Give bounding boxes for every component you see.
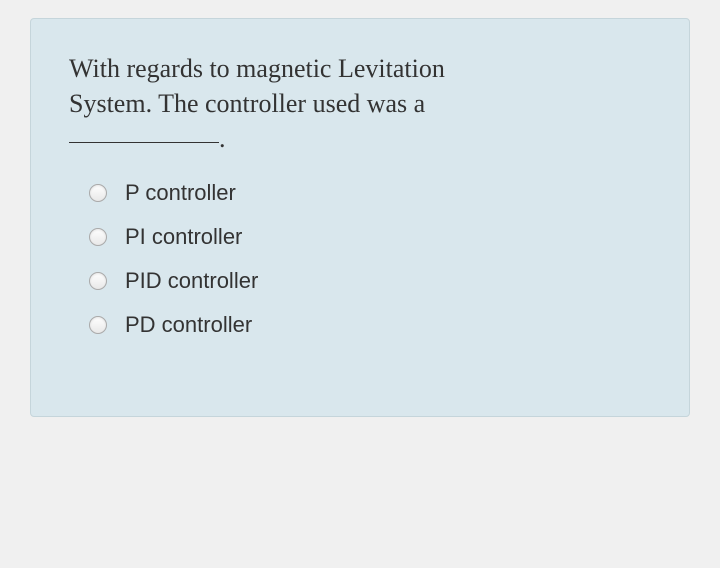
option-row[interactable]: PD controller [89, 312, 651, 338]
question-text: With regards to magnetic Levitation Syst… [69, 51, 651, 156]
question-card: With regards to magnetic Levitation Syst… [30, 18, 690, 417]
blank-line [69, 142, 219, 143]
question-line2: System. The controller used was a [69, 89, 425, 118]
option-label: PD controller [125, 312, 252, 338]
radio-icon[interactable] [89, 228, 107, 246]
option-label: PI controller [125, 224, 242, 250]
options-list: P controller PI controller PID controlle… [69, 180, 651, 338]
option-label: P controller [125, 180, 236, 206]
radio-icon[interactable] [89, 184, 107, 202]
question-period: . [219, 124, 226, 153]
option-row[interactable]: PID controller [89, 268, 651, 294]
option-row[interactable]: PI controller [89, 224, 651, 250]
radio-icon[interactable] [89, 272, 107, 290]
radio-icon[interactable] [89, 316, 107, 334]
option-row[interactable]: P controller [89, 180, 651, 206]
option-label: PID controller [125, 268, 258, 294]
question-line1: With regards to magnetic Levitation [69, 54, 445, 83]
